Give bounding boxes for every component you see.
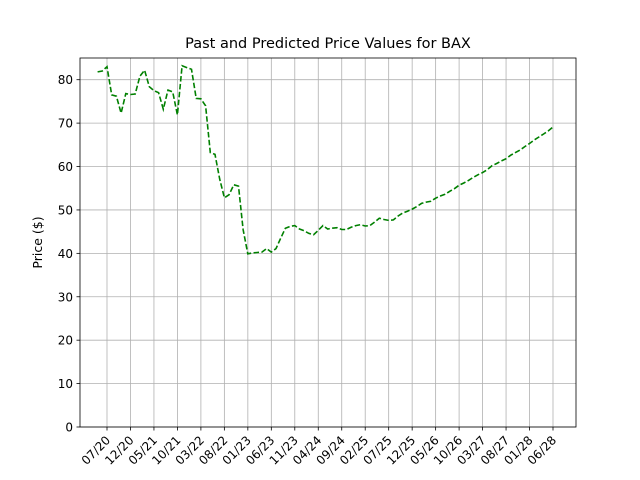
y-tick-label: 30	[58, 290, 73, 304]
y-tick-label: 10	[58, 377, 73, 391]
y-tick-label: 20	[58, 334, 73, 348]
plot-frame	[79, 57, 577, 428]
y-tick-label: 0	[65, 421, 73, 435]
y-axis-label: Price ($)	[30, 216, 45, 268]
y-axis: 0 10 20 30 40 50 60 70 80	[58, 73, 80, 435]
grid	[80, 58, 576, 428]
y-tick-label: 50	[58, 203, 73, 217]
y-tick-label: 40	[58, 247, 73, 261]
series-layer	[97, 64, 554, 255]
series-line-0	[97, 64, 554, 255]
y-tick-label: 80	[58, 73, 73, 87]
x-axis: 07/2012/2005/2110/2103/2208/2201/2306/23…	[79, 427, 559, 468]
y-tick-label: 70	[58, 117, 73, 131]
chart-title: Past and Predicted Price Values for BAX	[185, 36, 471, 52]
y-tick-label: 60	[58, 160, 73, 174]
